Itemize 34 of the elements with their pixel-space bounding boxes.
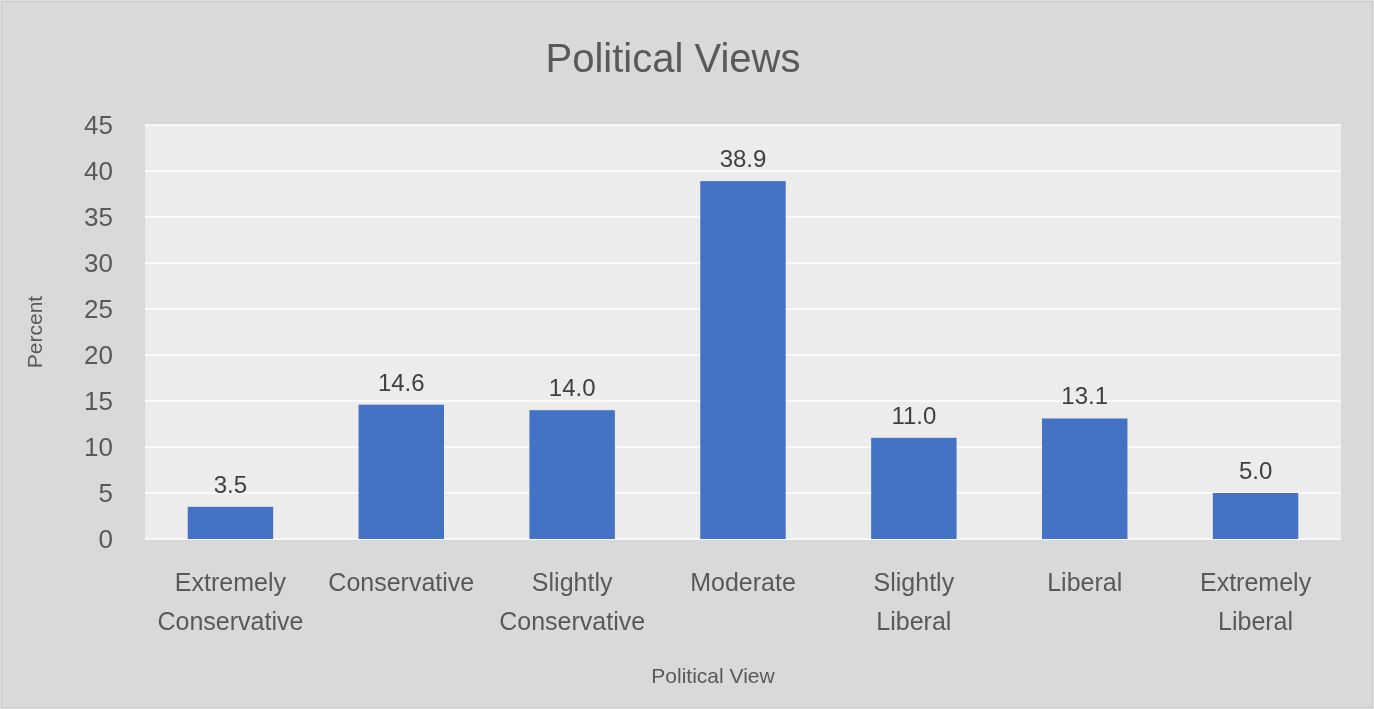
- y-tick-label: 30: [84, 248, 113, 278]
- x-tick-label: Liberal: [1047, 568, 1123, 596]
- bar: [1212, 493, 1299, 539]
- data-label: 11.0: [891, 401, 937, 429]
- y-tick-label: 45: [84, 110, 113, 140]
- data-label: 3.5: [213, 470, 248, 498]
- y-tick-label: 25: [84, 294, 113, 324]
- y-tick-label: 5: [98, 478, 113, 508]
- bar: [187, 506, 274, 539]
- bar: [1042, 418, 1128, 539]
- x-tick-label: Slightly Liberal: [873, 568, 955, 635]
- data-label: 14.0: [548, 374, 596, 402]
- x-tick-label: Conservative: [328, 568, 475, 596]
- x-tick-label: Extremely Conservative: [157, 568, 304, 635]
- chart-title: Political Views: [545, 36, 801, 80]
- bar: [358, 404, 444, 539]
- y-tick-label: 40: [84, 156, 113, 186]
- bar: [529, 410, 615, 539]
- data-label: 5.0: [1238, 457, 1273, 484]
- x-axis-title: Political View: [651, 664, 776, 687]
- x-tick-label: Moderate: [690, 568, 796, 596]
- data-label: 38.9: [719, 145, 767, 173]
- data-label: 13.1: [1061, 382, 1109, 410]
- data-label: 14.6: [377, 368, 425, 396]
- y-axis-title: Percent: [23, 295, 46, 369]
- bar: [700, 181, 786, 539]
- bar: [871, 437, 957, 539]
- y-tick-label: 10: [84, 432, 113, 462]
- y-tick-label: 0: [98, 524, 113, 554]
- x-tick-label: Extremely Liberal: [1200, 568, 1312, 635]
- y-tick-label: 35: [84, 202, 113, 232]
- y-tick-label: 20: [84, 340, 113, 370]
- y-tick-label: 15: [84, 386, 113, 416]
- x-tick-label: Slightly Conservative: [499, 568, 646, 635]
